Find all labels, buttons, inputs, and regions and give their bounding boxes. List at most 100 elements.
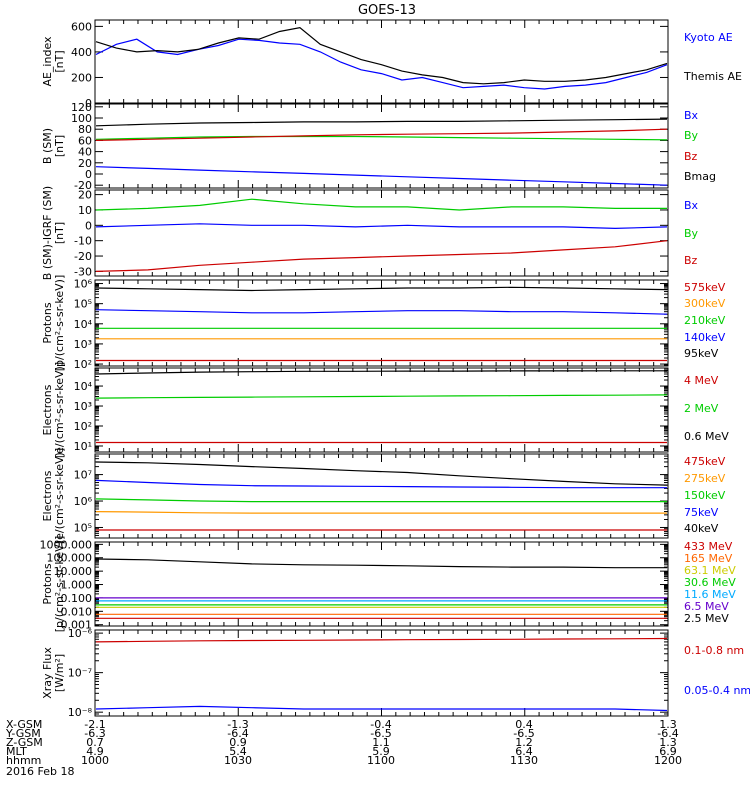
panel-frame bbox=[94, 189, 669, 277]
y-tick-label: 10⁵ bbox=[74, 521, 92, 534]
y-axis-label: [p/(cm²-s-sr-keV)] bbox=[53, 275, 66, 372]
x-axis-date: 2016 Feb 18 bbox=[6, 765, 74, 778]
x-axis-value: -0.4 bbox=[370, 718, 391, 731]
legend-entry: 475keV bbox=[684, 455, 726, 468]
x-axis-table: X-GSM -2.1 -1.3 -0.4 0.4 1.3 Y-GSM -6.3 -6.4 -6.5… bbox=[5, 718, 682, 778]
legend-entry: 275keV bbox=[684, 472, 726, 485]
x-axis-value: 0.7 bbox=[86, 736, 104, 749]
y-tick-label: 10³ bbox=[74, 338, 92, 351]
legend-entry: 575keV bbox=[684, 281, 726, 294]
panel-5: 10¹ 10² 10³ 10⁴ 4 MeV 2 MeV 0.6 MeV Electrons [e… bbox=[41, 362, 729, 458]
x-axis-row-label: MLT bbox=[6, 745, 27, 758]
y-tick-label: 400 bbox=[71, 46, 92, 59]
y-tick-label: 10⁷ bbox=[74, 469, 92, 482]
series-line bbox=[95, 118, 668, 127]
y-tick-label: 10¹ bbox=[74, 440, 92, 453]
y-axis-label: [nT] bbox=[53, 222, 66, 244]
panel-6: 10⁵ 10⁶ 10⁷ 475keV 275keV 150keV 75keV 40keV Ele… bbox=[41, 448, 726, 544]
x-axis-value: -6.5 bbox=[513, 727, 534, 740]
series-line bbox=[95, 27, 668, 85]
y-tick-label: 80 bbox=[78, 123, 92, 136]
y-tick-label: 120 bbox=[71, 101, 92, 114]
legend-entry: 4 MeV bbox=[684, 374, 719, 387]
y-tick-label: 0 bbox=[85, 97, 92, 110]
series-line bbox=[95, 479, 667, 489]
series-line bbox=[95, 511, 667, 514]
series-line bbox=[95, 135, 668, 141]
y-tick-label: 60 bbox=[78, 134, 92, 147]
x-axis-value: 1130 bbox=[510, 754, 538, 767]
x-axis-value: 0.4 bbox=[515, 718, 533, 731]
x-axis-row-label: Z-GSM bbox=[6, 736, 43, 749]
x-axis-row-label: hhmm bbox=[6, 754, 41, 767]
y-tick-label: 1.000 bbox=[61, 579, 93, 592]
y-tick-label: 20 bbox=[78, 189, 92, 202]
y-tick-label: -30 bbox=[74, 265, 92, 278]
y-axis-label: Electrons bbox=[41, 384, 54, 435]
x-axis-value: 1.2 bbox=[515, 736, 533, 749]
y-tick-label: 10⁴ bbox=[74, 318, 93, 331]
y-tick-label: -20 bbox=[74, 179, 92, 192]
panel-3: -30 -20 -10 0 10 20 Bx By Bz B (SM)-IGRF (SM) [nT] bbox=[41, 186, 699, 280]
y-axis-label: Xray Flux bbox=[41, 647, 54, 699]
legend-entry: 300keV bbox=[684, 297, 726, 310]
y-axis-label: [e/(cm²-s-sr-keV)] bbox=[53, 448, 66, 544]
legend-entry: By bbox=[684, 227, 699, 240]
series-line bbox=[95, 38, 668, 90]
legend-entry: 0.1-0.8 nm bbox=[684, 644, 744, 657]
x-axis-value: 5.4 bbox=[229, 745, 247, 758]
x-axis-value: 1030 bbox=[224, 754, 252, 767]
legend-entry: 165 MeV bbox=[684, 552, 733, 565]
panel-frame bbox=[94, 19, 669, 104]
y-tick-label: 10³ bbox=[74, 400, 92, 413]
x-axis-value: 1.3 bbox=[659, 718, 677, 731]
x-axis-value: 6.4 bbox=[515, 745, 533, 758]
y-axis-label: [e/(cm²-s-sr-keV)] bbox=[53, 362, 66, 458]
panel-frame bbox=[94, 541, 669, 627]
legend-entry: 30.6 MeV bbox=[684, 576, 736, 589]
y-tick-label: 1000.000 bbox=[40, 538, 93, 551]
y-axis-label: Electrons bbox=[41, 470, 54, 521]
x-axis-value: 1000 bbox=[81, 754, 109, 767]
legend-entry: 95keV bbox=[684, 347, 719, 360]
y-tick-label: 10⁶ bbox=[74, 495, 93, 508]
legend-entry: 63.1 MeV bbox=[684, 564, 736, 577]
x-axis-row-label: X-GSM bbox=[6, 718, 42, 731]
y-tick-label: 200 bbox=[71, 71, 92, 84]
x-axis-row-label: Y-GSM bbox=[5, 727, 41, 740]
y-tick-label: 0 bbox=[85, 219, 92, 232]
y-axis-label: [nT] bbox=[53, 135, 66, 157]
x-axis-value: -6.4 bbox=[657, 727, 678, 740]
panel-7: 0.0010.0100.1001.00010.000100.0001000.00… bbox=[40, 536, 737, 633]
x-axis-value: -2.1 bbox=[84, 718, 105, 731]
legend-entry: 2.5 MeV bbox=[684, 612, 729, 625]
y-axis-label: AE_index bbox=[41, 36, 54, 87]
series-line bbox=[95, 461, 668, 486]
series-line bbox=[95, 637, 668, 643]
legend-entry: Bx bbox=[684, 109, 699, 122]
series-line bbox=[95, 394, 668, 399]
y-tick-label: 10⁴ bbox=[74, 380, 93, 393]
figure-title: GOES-13 bbox=[358, 3, 416, 18]
y-axis-label: B (SM)-IGRF (SM) bbox=[41, 186, 54, 280]
y-tick-label: 0 bbox=[85, 168, 92, 181]
y-axis-label: Protons bbox=[41, 302, 54, 343]
legend-entry: 40keV bbox=[684, 522, 719, 535]
series-line bbox=[95, 705, 668, 712]
panel-frame bbox=[94, 453, 669, 539]
series-line bbox=[95, 286, 668, 292]
x-axis-value: 5.9 bbox=[372, 745, 390, 758]
panel-frame bbox=[94, 279, 669, 367]
series-line bbox=[95, 558, 667, 569]
legend-entry: 140keV bbox=[684, 331, 726, 344]
x-axis-value: 4.9 bbox=[86, 745, 104, 758]
legend-entry: 433 MeV bbox=[684, 540, 733, 553]
y-axis-label: [nT] bbox=[53, 50, 66, 72]
x-axis-value: 1.1 bbox=[372, 736, 390, 749]
legend-entry: Bz bbox=[684, 254, 698, 267]
legend-entry: Bx bbox=[684, 199, 699, 212]
legend-entry: 75keV bbox=[684, 506, 719, 519]
